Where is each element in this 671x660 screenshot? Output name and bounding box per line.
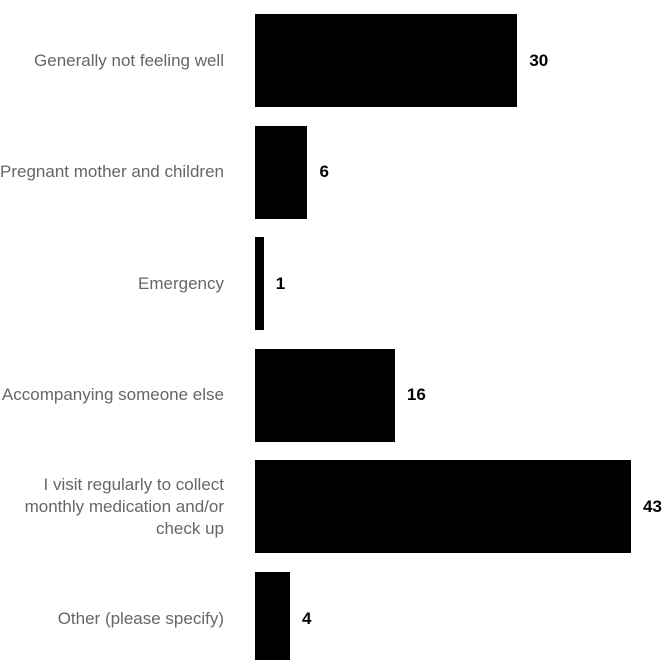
category-label: Generally not feeling well <box>34 50 224 70</box>
category-label: Pregnant mother and children <box>0 162 224 182</box>
category-label: I visit regularly to collect monthly med… <box>24 474 224 538</box>
category-label: Emergency <box>138 273 224 293</box>
value-label: 16 <box>406 385 426 405</box>
category-label: Accompanying someone else <box>1 385 224 405</box>
value-label: 4 <box>301 608 312 628</box>
value-label: 1 <box>275 273 286 293</box>
bar <box>255 460 631 554</box>
value-label: 6 <box>319 162 329 182</box>
bar <box>255 125 308 219</box>
bar <box>255 14 518 107</box>
bar <box>255 348 395 442</box>
bar <box>255 572 290 660</box>
value-label: 30 <box>529 50 549 70</box>
bar <box>255 237 264 331</box>
category-label: Other (please specify) <box>57 608 224 628</box>
value-label: 43 <box>643 496 662 516</box>
